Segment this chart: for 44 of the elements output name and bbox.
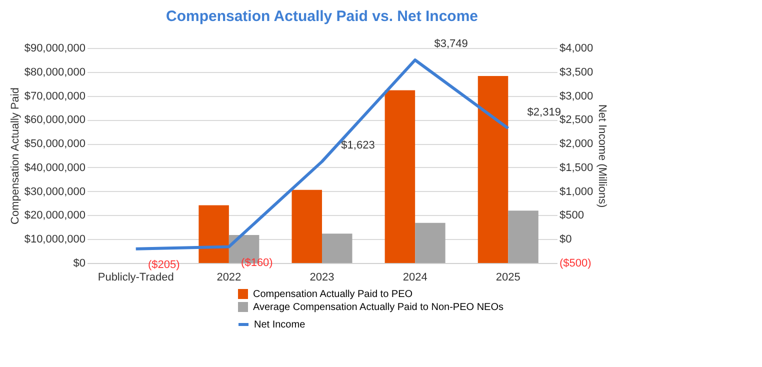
- bar: [384, 90, 416, 263]
- data-label: $3,749: [434, 38, 468, 50]
- y2-tick-label: $500: [560, 210, 584, 222]
- y-axis-title: Compensation Actually Paid: [9, 88, 22, 224]
- y2-tick-label: $1,000: [560, 186, 594, 198]
- y-tick-label: $50,000,000: [24, 138, 86, 150]
- y2-tick-label: $3,500: [560, 66, 594, 78]
- y-tick-label: $0: [73, 258, 86, 270]
- y2-axis-title: Net Income (Millions): [596, 104, 608, 208]
- x-tick-label: 2023: [310, 272, 334, 284]
- legend-label: Net Income: [254, 320, 306, 330]
- y-tick-label: $40,000,000: [24, 162, 86, 174]
- legend-label: Compensation Actually Paid to PEO: [253, 289, 413, 300]
- bar: [292, 190, 322, 263]
- bar: [322, 234, 352, 263]
- data-label: $1,623: [341, 140, 375, 152]
- x-tick-label: Publicly-Traded: [98, 272, 174, 284]
- y-tick-label: $20,000,000: [24, 210, 86, 222]
- y2-tick-label: $0: [560, 234, 572, 246]
- bar: [415, 222, 446, 263]
- y2-tick-label: ($500): [560, 258, 592, 270]
- y2-tick-label: $4,000: [560, 42, 594, 54]
- chart-title: Compensation Actually Paid vs. Net Income: [166, 8, 478, 25]
- y2-tick-label: $3,000: [560, 90, 594, 102]
- line-series: [134, 58, 510, 250]
- bar: [478, 76, 508, 263]
- data-label: ($205): [148, 258, 180, 271]
- y2-tick-label: $2,000: [560, 138, 594, 150]
- x-tick-label: 2025: [496, 272, 520, 284]
- bar: [508, 210, 538, 263]
- y-tick-label: $70,000,000: [24, 90, 86, 102]
- bar: [198, 205, 229, 263]
- y-tick-label: $10,000,000: [24, 234, 86, 246]
- x-tick-label: 2022: [216, 272, 242, 284]
- x-tick-label: 2024: [402, 272, 428, 284]
- y-tick-label: $90,000,000: [24, 42, 86, 54]
- data-label: ($160): [241, 256, 273, 269]
- y2-tick-label: $1,500: [560, 162, 594, 174]
- y-tick-label: $60,000,000: [24, 114, 86, 126]
- y2-tick-label: $2,500: [560, 114, 594, 126]
- y-tick-label: $80,000,000: [24, 66, 86, 78]
- legend-label: Average Compensation Actually Paid to Non-PEO NEOs: [253, 302, 504, 313]
- y-tick-label: $30,000,000: [24, 186, 86, 198]
- data-label: $2,319: [527, 106, 561, 118]
